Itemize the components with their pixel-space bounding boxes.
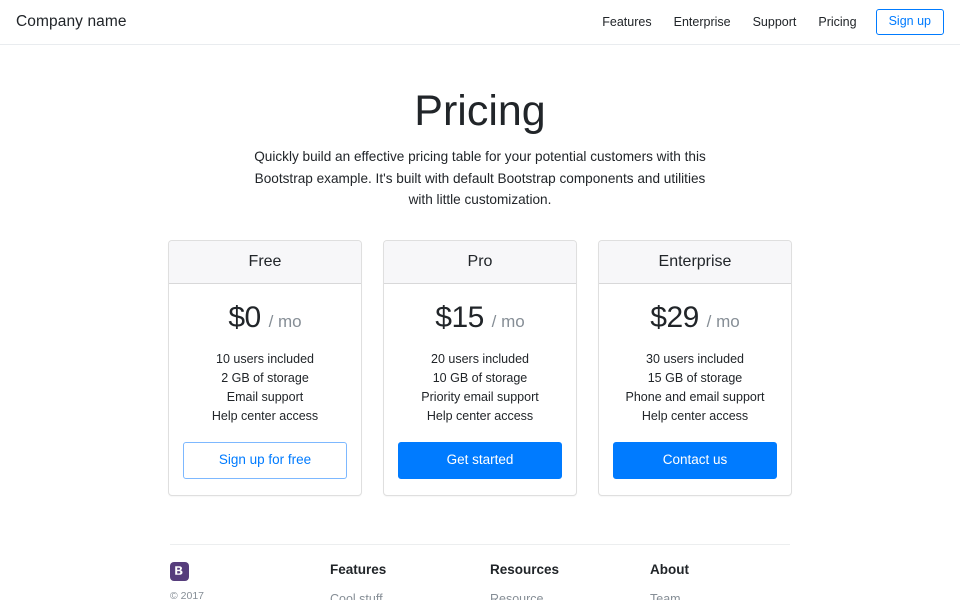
footer-column-resources: Resources Resource Resource name Another… <box>490 562 650 600</box>
brand-logo-text[interactable]: Company name <box>16 13 127 30</box>
footer-column-about: About Team Locations Privacy Terms <box>650 562 810 600</box>
card-header: Enterprise <box>599 240 791 284</box>
plan-feature-list: 10 users included 2 GB of storage Email … <box>183 350 347 426</box>
list-item: Priority email support <box>421 390 539 405</box>
list-item: 2 GB of storage <box>221 371 309 386</box>
pricing-card-pro: Pro $15 / mo 20 users included 10 GB of … <box>383 239 577 496</box>
pricing-header: Pricing Quickly build an effective prici… <box>250 45 710 211</box>
plan-feature-list: 20 users included 10 GB of storage Prior… <box>398 350 562 426</box>
nav-link-support[interactable]: Support <box>752 15 797 29</box>
footer-link[interactable]: Resource <box>490 591 544 600</box>
card-header: Free <box>169 240 361 284</box>
nav-link-features[interactable]: Features <box>602 15 652 29</box>
signup-button[interactable]: Sign up <box>875 9 944 35</box>
footer-link[interactable]: Team <box>650 591 681 600</box>
bootstrap-b-logo-icon <box>170 561 189 581</box>
footer-link[interactable]: Cool stuff <box>330 591 383 600</box>
footer-link-list: Resource Resource name Another resource … <box>490 587 650 600</box>
footer-link-list: Cool stuff Random feature Team feature S… <box>330 587 490 600</box>
plan-price: $29 / mo <box>613 300 777 336</box>
site-footer: © 2017 Features Cool stuff Random featur… <box>170 543 790 600</box>
card-body: $0 / mo 10 users included 2 GB of storag… <box>169 284 361 495</box>
page-title: Pricing <box>414 87 546 135</box>
nav-link-pricing[interactable]: Pricing <box>818 15 857 29</box>
plan-price-period: / mo <box>491 311 525 331</box>
footer-column-heading: About <box>650 561 689 577</box>
pricing-card-deck: Free $0 / mo 10 users included 2 GB of s… <box>0 239 960 496</box>
page-lead-text: Quickly build an effective pricing table… <box>254 149 706 208</box>
list-item: Team <box>650 587 810 600</box>
list-item: 15 GB of storage <box>647 371 743 386</box>
list-item: Help center access <box>211 409 319 424</box>
card-body: $29 / mo 30 users included 15 GB of stor… <box>599 284 791 495</box>
list-item: Cool stuff <box>330 587 490 600</box>
nav-link-enterprise[interactable]: Enterprise <box>673 15 731 29</box>
plan-price-amount: $29 <box>650 300 699 334</box>
footer-column-features: Features Cool stuff Random feature Team … <box>330 562 490 600</box>
list-item: Email support <box>226 390 304 405</box>
list-item: Help center access <box>426 409 534 424</box>
site-header: Company name Features Enterprise Support… <box>0 0 960 45</box>
plan-name: Pro <box>467 252 493 270</box>
main-navigation: Features Enterprise Support Pricing Sign… <box>591 9 944 35</box>
plan-price: $15 / mo <box>398 300 562 336</box>
footer-column-heading: Resources <box>490 561 560 577</box>
plan-price: $0 / mo <box>183 300 347 336</box>
copyright-text: © 2017 <box>170 589 205 600</box>
list-item: Help center access <box>641 409 749 424</box>
card-header: Pro <box>384 240 576 284</box>
list-item: Resource <box>490 587 650 600</box>
list-item: Phone and email support <box>625 390 765 405</box>
plan-cta-button-free[interactable]: Sign up for free <box>183 441 347 479</box>
footer-column-heading: Features <box>330 561 387 577</box>
plan-cta-button-pro[interactable]: Get started <box>398 441 562 479</box>
list-item: 10 users included <box>216 352 314 367</box>
plan-price-amount: $0 <box>228 300 261 334</box>
footer-link-list: Team Locations Privacy Terms <box>650 587 810 600</box>
list-item: 20 users included <box>431 352 529 367</box>
list-item: 30 users included <box>646 352 744 367</box>
footer-brand: © 2017 <box>170 561 330 600</box>
pricing-card-free: Free $0 / mo 10 users included 2 GB of s… <box>168 239 362 496</box>
plan-price-period: / mo <box>706 311 740 331</box>
plan-name: Free <box>248 252 282 270</box>
plan-price-period: / mo <box>268 311 302 331</box>
card-body: $15 / mo 20 users included 10 GB of stor… <box>384 284 576 495</box>
plan-price-amount: $15 <box>435 300 484 334</box>
pricing-card-enterprise: Enterprise $29 / mo 30 users included 15… <box>598 239 792 496</box>
plan-name: Enterprise <box>658 252 732 270</box>
plan-cta-button-enterprise[interactable]: Contact us <box>613 441 777 479</box>
list-item: 10 GB of storage <box>432 371 528 386</box>
plan-feature-list: 30 users included 15 GB of storage Phone… <box>613 350 777 426</box>
